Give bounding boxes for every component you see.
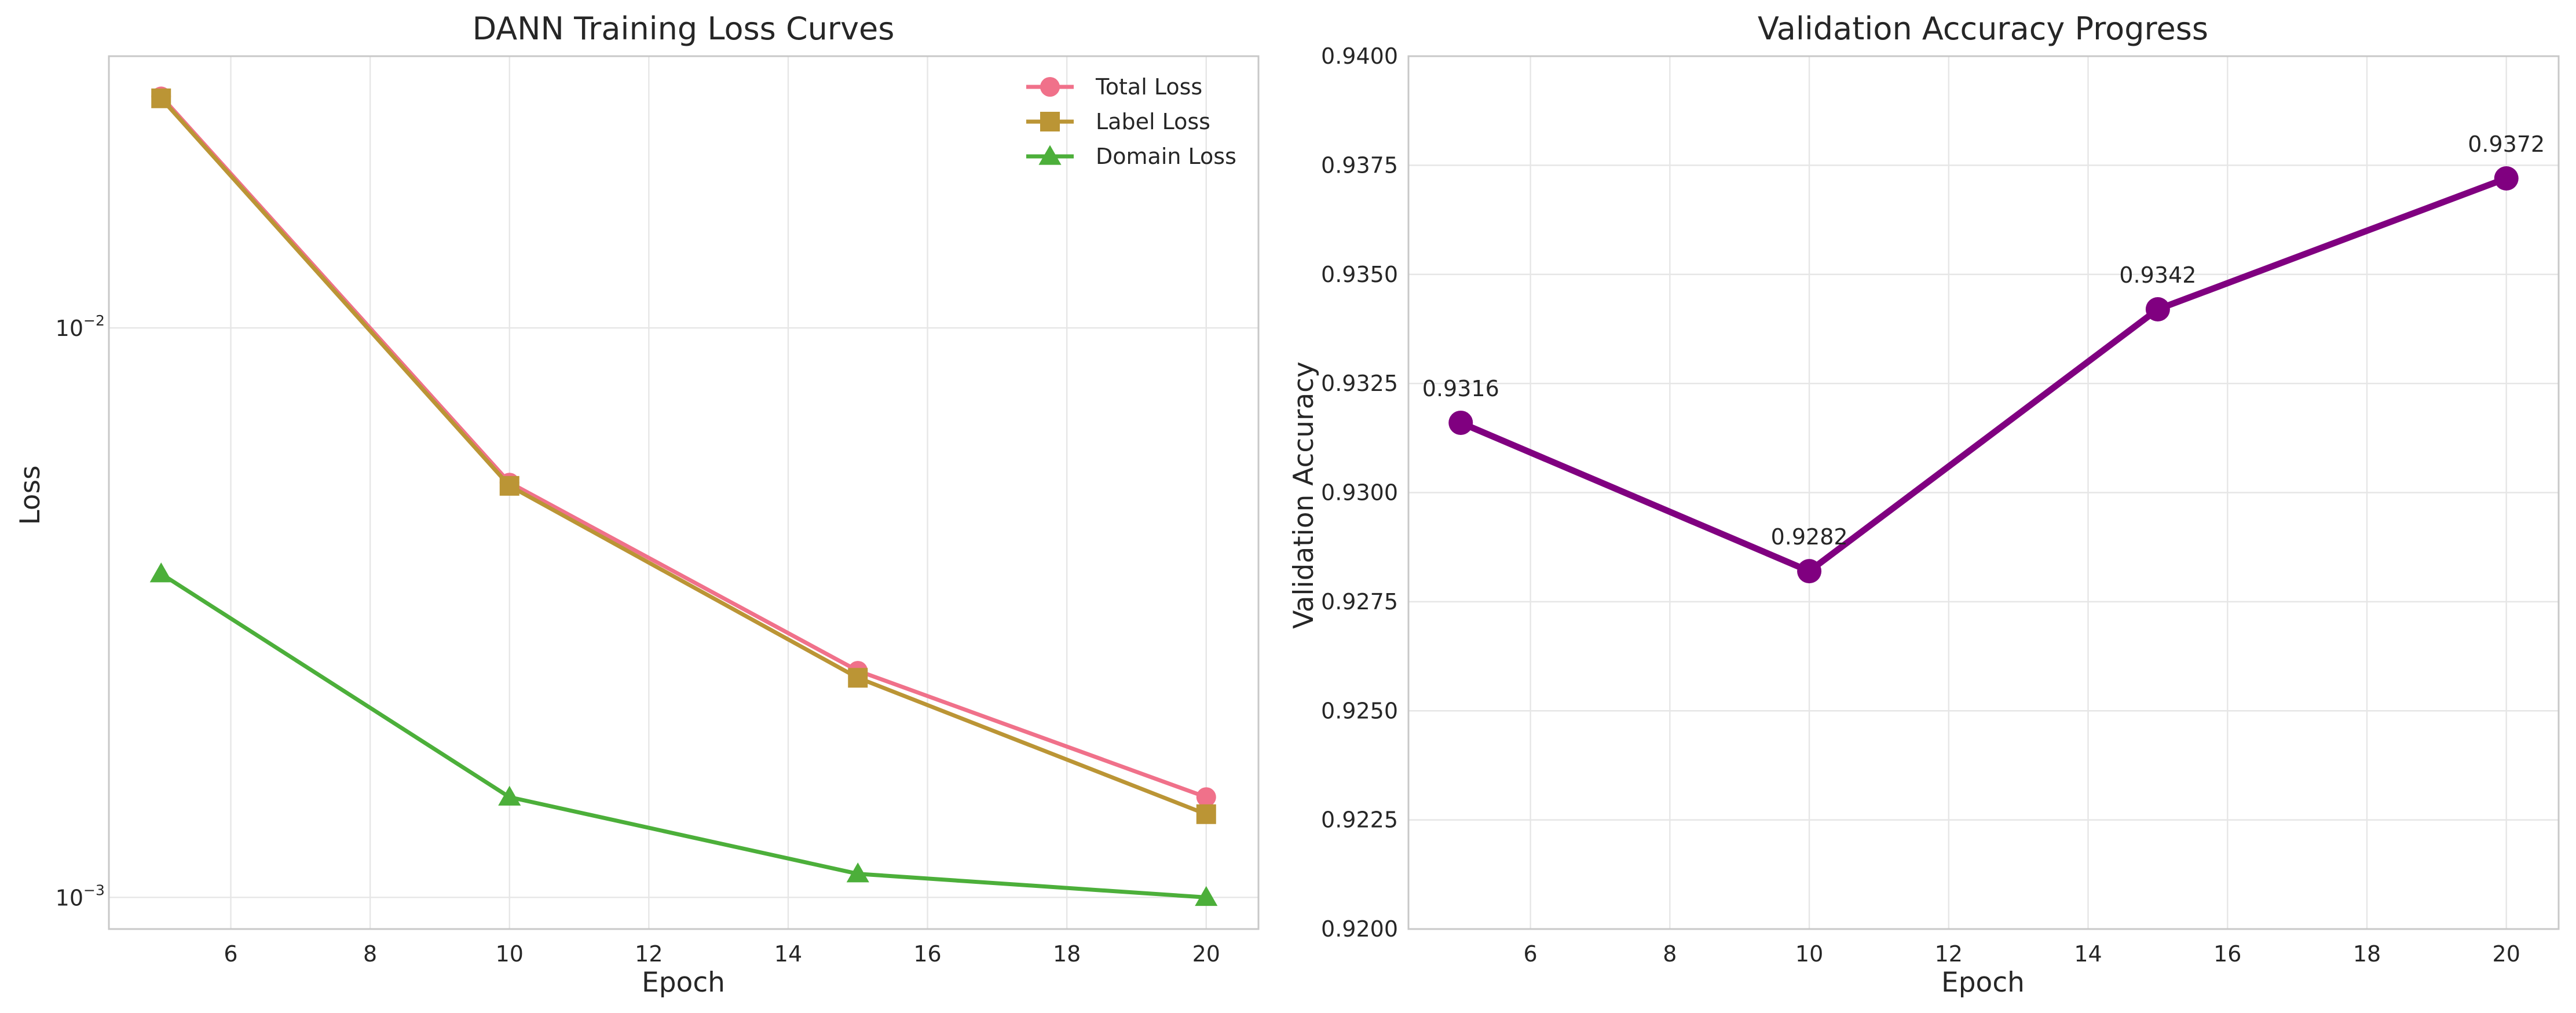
x-tick-label: 12 [1935, 941, 1963, 967]
data-point [149, 562, 173, 583]
y-tick-label: 0.9200 [1321, 916, 1398, 942]
x-tick-label: 6 [224, 941, 237, 967]
x-tick-label: 14 [774, 941, 802, 967]
accuracy-chart-xlabel: Epoch [1941, 967, 2025, 999]
loss-chart-legend: Total Loss Label Loss Domain Loss [1026, 74, 1236, 169]
x-tick-label: 10 [496, 941, 524, 967]
data-point [1448, 410, 1473, 435]
data-point [1195, 886, 1218, 906]
loss-chart-title: DANN Training Loss Curves [473, 10, 895, 47]
y-tick-exponent: −3 [83, 882, 105, 898]
loss-chart-xlabel: Epoch [642, 967, 725, 999]
data-label: 0.9372 [2468, 131, 2545, 157]
accuracy-chart-title: Validation Accuracy Progress [1758, 10, 2208, 47]
data-point [848, 668, 868, 688]
data-point [499, 476, 519, 496]
y-tick-label: 10 [56, 885, 83, 910]
x-tick-label: 16 [913, 941, 941, 967]
x-tick-label: 20 [2493, 941, 2520, 967]
series-line-0 [159, 95, 1207, 799]
data-label: 0.9282 [1771, 524, 1848, 550]
legend-marker [1040, 77, 1060, 97]
data-label: 0.9342 [2119, 262, 2196, 288]
legend-label: Domain Loss [1096, 144, 1236, 169]
y-tick-label: 0.9325 [1321, 371, 1398, 396]
data-point [1797, 559, 1822, 584]
data-point [2145, 297, 2170, 322]
series-line-1 [159, 97, 1208, 816]
loss-chart: DANN Training Loss Curves Epoch Loss 6 8 1… [14, 10, 1260, 999]
x-tick-label: 18 [2353, 941, 2381, 967]
loss-chart-grid [109, 56, 1258, 929]
y-tick-label: 0.9300 [1321, 480, 1398, 506]
x-tick-label: 16 [2213, 941, 2241, 967]
accuracy-chart-grid [1408, 55, 2559, 930]
accuracy-chart-ylabel: Validation Accuracy [1288, 361, 1320, 629]
accuracy-line [1459, 175, 2508, 575]
data-label: 0.9316 [1422, 376, 1499, 401]
x-tick-label: 14 [2074, 941, 2102, 967]
y-tick-label: 0.9275 [1321, 589, 1398, 615]
accuracy-chart: Validation Accuracy Progress Epoch Valid… [1288, 10, 2560, 999]
data-point [1196, 804, 1216, 824]
data-point [1196, 787, 1216, 807]
loss-chart-ylabel: Loss [14, 465, 46, 525]
y-tick-label: 0.9250 [1321, 698, 1398, 723]
x-tick-label: 10 [1795, 941, 1823, 967]
x-tick-label: 20 [1192, 941, 1220, 967]
data-point [846, 862, 869, 883]
legend-marker [1040, 112, 1060, 131]
x-tick-label: 6 [1524, 941, 1538, 967]
series-line-2 [160, 572, 1207, 899]
legend-label: Total Loss [1095, 74, 1202, 100]
data-point [151, 88, 171, 108]
accuracy-chart-frame [1407, 55, 2560, 930]
legend-marker [1038, 145, 1062, 165]
x-tick-label: 12 [635, 941, 663, 967]
data-point [498, 785, 521, 806]
legend-label: Label Loss [1096, 109, 1210, 134]
x-tick-label: 8 [363, 941, 377, 967]
y-tick-label: 0.9400 [1321, 43, 1398, 69]
y-tick-label: 0.9225 [1321, 807, 1398, 833]
x-tick-label: 18 [1053, 941, 1081, 967]
y-tick-label: 0.9350 [1321, 262, 1398, 287]
y-tick-label: 10 [56, 316, 83, 341]
data-point [2494, 166, 2519, 191]
y-tick-label: 0.9375 [1321, 152, 1398, 178]
y-tick-exponent: −2 [83, 312, 105, 329]
loss-chart-frame [108, 55, 1260, 930]
x-tick-label: 8 [1663, 941, 1677, 967]
